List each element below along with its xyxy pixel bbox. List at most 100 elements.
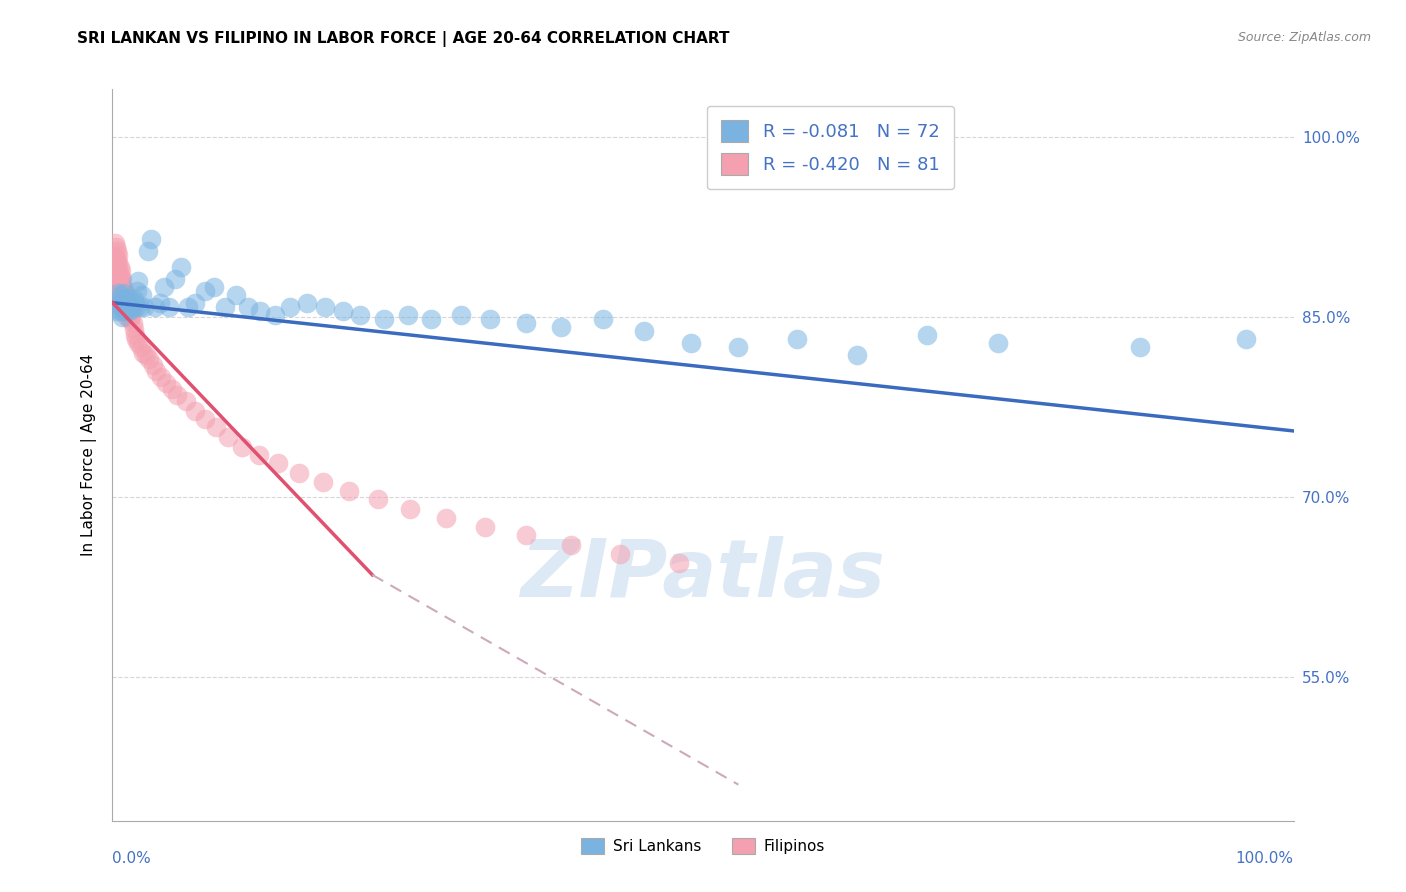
Point [681, 336, 703, 351]
Point [117, 304, 139, 318]
Point [118, 295, 141, 310]
Point [112, 301, 135, 315]
Point [153, 280, 176, 294]
Point [367, 492, 389, 507]
Point [110, 292, 132, 306]
Point [267, 456, 290, 470]
Point [112, 286, 135, 301]
Point [120, 304, 142, 318]
Point [917, 328, 939, 343]
Point [115, 292, 138, 306]
Point [107, 277, 129, 291]
Point [120, 295, 142, 310]
Point [108, 268, 131, 282]
Point [105, 240, 128, 254]
Point [396, 308, 419, 322]
Point [105, 252, 128, 267]
Point [474, 520, 496, 534]
Point [105, 304, 128, 318]
Point [332, 304, 354, 318]
Point [136, 244, 159, 258]
Point [845, 348, 868, 362]
Point [786, 332, 808, 346]
Point [249, 304, 271, 318]
Point [170, 260, 193, 274]
Point [117, 292, 139, 306]
Point [420, 312, 443, 326]
Point [1129, 340, 1152, 354]
Point [122, 322, 145, 336]
Text: ZIPatlas: ZIPatlas [520, 536, 886, 614]
Point [115, 304, 138, 318]
Point [349, 308, 371, 322]
Point [225, 288, 247, 302]
Point [278, 301, 301, 315]
Point [112, 286, 135, 301]
Point [111, 301, 134, 315]
Point [117, 301, 139, 315]
Point [166, 388, 188, 402]
Point [434, 511, 457, 525]
Point [110, 304, 132, 318]
Point [115, 310, 138, 324]
Point [104, 235, 127, 250]
Point [288, 466, 311, 480]
Text: Source: ZipAtlas.com: Source: ZipAtlas.com [1237, 31, 1371, 45]
Point [112, 301, 135, 315]
Point [111, 310, 134, 324]
Point [120, 312, 142, 326]
Point [165, 271, 187, 285]
Point [120, 301, 142, 315]
Point [184, 403, 207, 417]
Point [108, 301, 131, 315]
Point [479, 312, 502, 326]
Point [633, 325, 655, 339]
Point [112, 292, 135, 306]
Point [107, 295, 129, 310]
Point [112, 292, 135, 306]
Point [160, 382, 183, 396]
Point [118, 304, 141, 318]
Point [238, 301, 260, 315]
Point [177, 301, 200, 315]
Text: 100.0%: 100.0% [1236, 851, 1294, 866]
Point [118, 310, 141, 324]
Point [107, 264, 129, 278]
Point [112, 301, 135, 315]
Point [194, 284, 217, 298]
Point [312, 475, 335, 490]
Point [127, 284, 149, 298]
Point [114, 304, 136, 318]
Point [314, 301, 336, 315]
Point [112, 295, 135, 310]
Point [108, 277, 131, 291]
Point [247, 448, 270, 462]
Point [1234, 332, 1257, 346]
Y-axis label: In Labor Force | Age 20-64: In Labor Force | Age 20-64 [80, 354, 97, 556]
Point [110, 288, 132, 302]
Point [124, 295, 146, 310]
Point [141, 232, 163, 246]
Point [592, 312, 614, 326]
Point [110, 271, 132, 285]
Point [115, 295, 138, 310]
Point [145, 364, 167, 378]
Point [127, 274, 149, 288]
Point [155, 376, 177, 390]
Point [149, 370, 172, 384]
Point [214, 301, 236, 315]
Point [107, 286, 129, 301]
Point [115, 301, 138, 315]
Point [125, 332, 148, 346]
Point [515, 316, 537, 330]
Point [114, 295, 136, 310]
Point [668, 556, 690, 570]
Point [174, 394, 197, 409]
Point [110, 280, 132, 294]
Point [114, 301, 136, 315]
Point [111, 292, 134, 306]
Point [264, 308, 287, 322]
Point [217, 430, 239, 444]
Point [727, 340, 749, 354]
Point [987, 336, 1010, 351]
